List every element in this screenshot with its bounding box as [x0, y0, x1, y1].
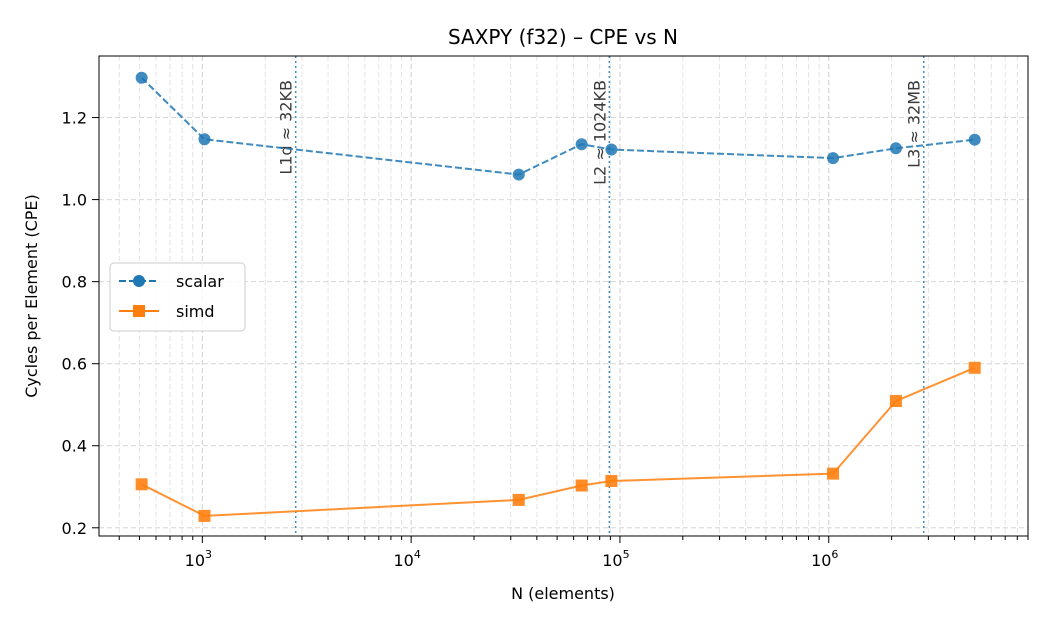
grid: [99, 56, 1029, 536]
y-tick-label: 1.2: [62, 109, 87, 128]
x-tick-label: 103: [185, 548, 212, 570]
legend-scalar-label: scalar: [176, 272, 224, 291]
y-axis-label: Cycles per Element (CPE): [22, 194, 41, 398]
cache-vline-label: L1d ≈ 32KB: [277, 80, 296, 175]
data-point-simd: [968, 361, 981, 374]
y-tick-label: 0.4: [62, 437, 87, 456]
legend: scalar simd: [109, 262, 246, 332]
series-line-scalar: [140, 77, 975, 176]
data-point-scalar: [575, 138, 588, 151]
series-line-simd: [141, 366, 976, 517]
data-point-simd: [889, 395, 902, 408]
data-point-scalar: [605, 143, 618, 156]
data-point-scalar: [135, 71, 148, 84]
data-point-simd: [512, 493, 525, 506]
chart-title: SAXPY (f32) – CPE vs N: [448, 25, 678, 49]
x-tick-label: 106: [811, 548, 838, 570]
data-point-scalar: [968, 133, 981, 146]
cache-vline-label: L2 ≈ 1024KB: [590, 80, 609, 185]
series: [135, 71, 981, 522]
y-tick-label: 1.0: [62, 191, 87, 210]
legend-simd-marker: [133, 305, 145, 317]
data-point-simd: [605, 475, 618, 488]
data-point-scalar: [889, 142, 902, 155]
legend-simd-label: simd: [176, 302, 215, 321]
y-tick-label: 0.6: [62, 355, 87, 374]
data-point-simd: [575, 479, 588, 492]
data-point-simd: [198, 509, 211, 522]
data-point-scalar: [827, 152, 840, 165]
data-point-simd: [827, 467, 840, 480]
y-tick-label: 0.2: [62, 519, 87, 538]
x-tick-label: 105: [602, 548, 629, 570]
x-axis-label: N (elements): [511, 584, 615, 603]
axes: 103 104 105 106 0.2 0.4 0.6 0.8 1.0 1.2: [62, 109, 1029, 570]
x-tick-label: 104: [393, 548, 420, 570]
data-point-scalar: [512, 168, 525, 181]
cache-vline-label: L3 ≈ 32MB: [905, 80, 924, 168]
data-point-simd: [135, 478, 148, 491]
legend-scalar-marker: [133, 275, 145, 287]
plot-frame: [98, 55, 1029, 537]
y-tick-label: 0.8: [62, 273, 87, 292]
data-point-scalar: [198, 133, 211, 146]
